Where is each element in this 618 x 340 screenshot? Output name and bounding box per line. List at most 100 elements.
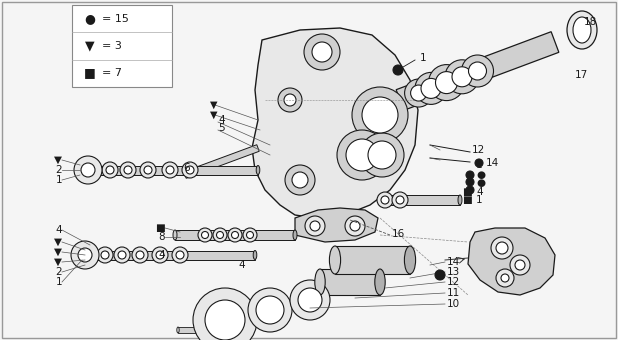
- Circle shape: [81, 163, 95, 177]
- Text: = 15: = 15: [102, 14, 129, 24]
- Circle shape: [156, 251, 164, 259]
- Circle shape: [102, 162, 118, 178]
- Text: 1: 1: [56, 277, 62, 287]
- Polygon shape: [184, 145, 259, 178]
- Text: 5: 5: [218, 123, 224, 133]
- Bar: [80, 166, 258, 174]
- Circle shape: [510, 255, 530, 275]
- Circle shape: [462, 55, 494, 87]
- Circle shape: [310, 221, 320, 231]
- Text: 2: 2: [56, 267, 62, 277]
- Text: ▼: ▼: [210, 100, 218, 110]
- Text: 13: 13: [447, 267, 460, 277]
- Circle shape: [515, 260, 525, 270]
- Text: 1: 1: [56, 175, 62, 185]
- Circle shape: [496, 242, 508, 254]
- Text: ■: ■: [462, 195, 472, 205]
- Circle shape: [298, 288, 322, 312]
- Circle shape: [435, 270, 445, 280]
- Circle shape: [247, 232, 253, 238]
- Circle shape: [101, 251, 109, 259]
- Circle shape: [182, 162, 198, 178]
- Ellipse shape: [237, 327, 239, 333]
- Text: 4: 4: [56, 225, 62, 235]
- Polygon shape: [468, 228, 555, 295]
- Text: ▼: ▼: [54, 257, 62, 267]
- Text: ●: ●: [476, 178, 485, 188]
- Ellipse shape: [173, 230, 177, 240]
- Circle shape: [345, 216, 365, 236]
- Text: = 7: = 7: [102, 68, 122, 78]
- Bar: [380, 195, 460, 205]
- Text: 12: 12: [472, 145, 485, 155]
- Circle shape: [106, 166, 114, 174]
- Circle shape: [176, 251, 184, 259]
- Circle shape: [346, 139, 378, 171]
- Circle shape: [405, 79, 433, 107]
- Text: = 3: = 3: [102, 41, 122, 51]
- Circle shape: [285, 165, 315, 195]
- Circle shape: [377, 192, 393, 208]
- Circle shape: [216, 232, 224, 238]
- Circle shape: [466, 178, 474, 186]
- Circle shape: [381, 196, 389, 204]
- Circle shape: [132, 247, 148, 263]
- Circle shape: [198, 228, 212, 242]
- Text: 18: 18: [584, 17, 597, 27]
- Circle shape: [368, 141, 396, 169]
- Text: 16: 16: [392, 229, 405, 239]
- Circle shape: [292, 172, 308, 188]
- Circle shape: [140, 162, 156, 178]
- Bar: [78, 251, 255, 259]
- Circle shape: [124, 166, 132, 174]
- Polygon shape: [295, 208, 378, 242]
- Circle shape: [428, 65, 465, 101]
- Circle shape: [491, 237, 513, 259]
- Circle shape: [436, 72, 457, 94]
- Ellipse shape: [567, 11, 597, 49]
- Text: 4: 4: [158, 250, 165, 260]
- Circle shape: [114, 247, 130, 263]
- Circle shape: [312, 42, 332, 62]
- Circle shape: [228, 228, 242, 242]
- Circle shape: [284, 94, 296, 106]
- Text: ▼: ▼: [54, 247, 62, 257]
- Text: 14: 14: [486, 158, 499, 168]
- Polygon shape: [396, 32, 559, 110]
- Text: 17: 17: [575, 70, 588, 80]
- Text: ▼: ▼: [85, 39, 95, 52]
- Circle shape: [466, 186, 474, 194]
- Circle shape: [393, 65, 403, 75]
- Circle shape: [136, 251, 144, 259]
- Text: ●: ●: [85, 13, 95, 26]
- Circle shape: [337, 130, 387, 180]
- Ellipse shape: [177, 327, 179, 333]
- Text: 11: 11: [447, 288, 460, 298]
- Circle shape: [466, 171, 474, 179]
- Circle shape: [162, 162, 178, 178]
- Circle shape: [392, 192, 408, 208]
- Circle shape: [74, 156, 102, 184]
- Text: 2: 2: [56, 165, 62, 175]
- Circle shape: [205, 300, 245, 340]
- Text: ●: ●: [476, 170, 485, 180]
- Bar: [72, 5, 172, 87]
- Circle shape: [256, 296, 284, 324]
- Circle shape: [290, 280, 330, 320]
- Circle shape: [362, 97, 398, 133]
- Circle shape: [243, 228, 257, 242]
- Circle shape: [213, 228, 227, 242]
- Circle shape: [152, 247, 168, 263]
- Circle shape: [415, 72, 447, 104]
- Text: 10: 10: [447, 299, 460, 309]
- Circle shape: [475, 159, 483, 167]
- Ellipse shape: [253, 251, 257, 259]
- Circle shape: [97, 247, 113, 263]
- Circle shape: [421, 79, 441, 98]
- Circle shape: [304, 34, 340, 70]
- Circle shape: [445, 60, 479, 94]
- Ellipse shape: [78, 166, 82, 174]
- Circle shape: [452, 67, 472, 87]
- Text: ▼: ▼: [54, 155, 62, 165]
- Circle shape: [78, 248, 92, 262]
